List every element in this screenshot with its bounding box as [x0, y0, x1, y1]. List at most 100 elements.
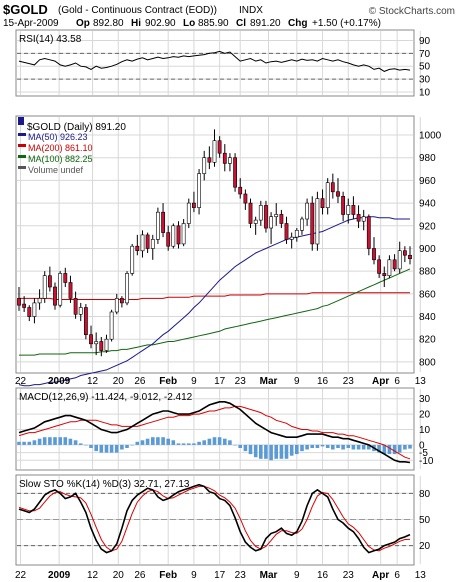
x-axis-label: Feb — [159, 376, 177, 387]
rsi-tick-label: 50 — [419, 62, 431, 73]
ma50-line — [18, 216, 410, 387]
candle-body — [99, 341, 104, 351]
candle-body — [238, 186, 243, 195]
candle-body — [377, 259, 382, 274]
open-value: 892.80 — [93, 18, 124, 29]
macd-histogram-bar — [289, 444, 294, 456]
macd-histogram-bar — [78, 443, 83, 445]
candle-body — [361, 216, 366, 222]
candle-body — [274, 214, 279, 217]
candle-body — [68, 282, 73, 299]
macd-histogram-bar — [202, 440, 206, 445]
sto-d-line — [18, 485, 411, 552]
legend-entry: MA(200) 861.10 — [28, 143, 93, 153]
macd-histogram-bar — [315, 444, 320, 448]
candle-body — [366, 216, 371, 249]
macd-histogram-bar — [320, 444, 325, 447]
macd-histogram-bar — [58, 437, 62, 445]
macd-histogram-bar — [238, 444, 242, 448]
macd-histogram-bar — [331, 444, 335, 450]
x-axis-label: 20 — [113, 570, 125, 581]
macd-histogram-bar — [151, 437, 155, 445]
macd-histogram-bar — [53, 437, 57, 445]
candle-body — [58, 273, 63, 306]
macd-histogram-bar — [125, 444, 129, 448]
x-axis-label: 12 — [87, 376, 99, 387]
x-axis-label: Mar — [260, 570, 278, 581]
x-axis-label: 23 — [343, 570, 355, 581]
macd-histogram-bar — [346, 444, 351, 448]
high-label: Hi — [131, 18, 141, 29]
macd-histogram-bar — [212, 437, 217, 445]
macd-histogram-bar — [341, 444, 345, 450]
macd-histogram-bar — [109, 444, 114, 453]
sto-tick-label: 80 — [419, 489, 431, 500]
macd-histogram-bar — [130, 444, 134, 446]
macd-histogram-bar — [99, 444, 104, 453]
candle-body — [140, 234, 145, 252]
price-tick-label: 840 — [419, 312, 436, 323]
candle-body — [233, 157, 238, 188]
high-value: 902.90 — [145, 18, 176, 29]
x-axis-label: 9 — [294, 570, 300, 581]
macd-histogram-bar — [387, 444, 392, 455]
price-tick-label: 880 — [419, 267, 436, 278]
candle-body — [346, 205, 351, 215]
macd-histogram-bar — [361, 444, 366, 450]
x-axis-label: Feb — [159, 570, 177, 581]
macd-histogram-bar — [377, 444, 381, 453]
macd-histogram-bar — [84, 444, 88, 446]
sto-label: Slow STO %K(14) %D(3) 32.71, 27.13 — [19, 479, 190, 490]
macd-histogram-bar — [274, 444, 278, 459]
macd-histogram-bar — [269, 444, 273, 461]
rsi-label: RSI(14) 43.58 — [19, 34, 82, 45]
low-label: Lo — [183, 18, 195, 29]
macd-histogram-bar — [397, 444, 402, 453]
price-tick-label: 860 — [419, 289, 436, 300]
rsi-tick-label: 90 — [419, 36, 431, 47]
candle-body — [315, 198, 320, 245]
candle-body — [27, 307, 32, 317]
candle-body — [382, 273, 387, 276]
candle-body — [243, 193, 248, 204]
candle-body — [372, 248, 376, 261]
candle-body — [294, 230, 299, 238]
candle-body — [53, 286, 57, 306]
price-tick-label: 900 — [419, 244, 436, 255]
candle-body — [248, 202, 253, 224]
candle-body — [397, 250, 402, 270]
sto-k-line — [18, 483, 411, 554]
legend-entry: Volume undef — [28, 165, 84, 175]
macd-histogram-bar — [171, 440, 176, 445]
candle-body — [150, 239, 155, 249]
x-axis-label: 23 — [235, 376, 247, 387]
candle-body — [341, 196, 346, 215]
x-axis-label: 26 — [134, 570, 146, 581]
macd-histogram-bar — [217, 437, 222, 445]
macd-histogram-bar — [310, 444, 314, 448]
legend-swatch — [18, 144, 26, 147]
close-value: 891.20 — [250, 18, 281, 29]
candle-body — [192, 202, 196, 208]
candle-body — [89, 334, 93, 345]
change-value: +1.50 (+0.17%) — [312, 18, 381, 29]
close-label: Cl — [236, 18, 246, 29]
x-axis-label: 9 — [191, 570, 197, 581]
x-axis-label: 9 — [191, 376, 197, 387]
candle-body — [392, 259, 397, 270]
legend-swatch — [18, 155, 26, 158]
macd-histogram-bar — [135, 441, 140, 445]
candle-body — [351, 205, 356, 215]
macd-histogram-bar — [17, 441, 21, 445]
instrument-name: (Gold - Continuous Contract (EOD)) — [58, 5, 217, 16]
candle-body — [94, 341, 99, 345]
x-axis-label: 20 — [113, 376, 125, 387]
macd-tick-label: -10 — [419, 456, 434, 467]
candle-body — [186, 202, 191, 224]
candle-body — [130, 245, 135, 274]
macd-histogram-bar — [48, 437, 52, 445]
candle-body — [145, 234, 150, 249]
candle-body — [37, 298, 42, 304]
sto-tick-label: 20 — [419, 541, 431, 552]
